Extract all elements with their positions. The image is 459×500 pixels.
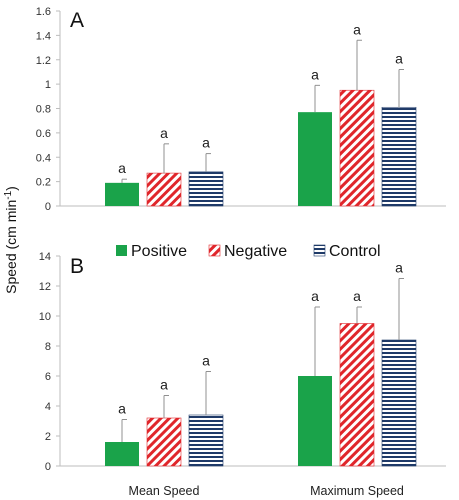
panel-a-bar-positive-mean-speed — [105, 182, 139, 206]
panel-b-significance-label: a — [353, 288, 361, 304]
y-axis-label-main: Speed (cm min — [3, 200, 19, 294]
panel-b-y-tick-label: 12 — [39, 281, 51, 293]
panel-b-y-tick-label: 6 — [45, 371, 51, 383]
panel-b-y-tick-label: 0 — [45, 461, 51, 473]
panel-a-significance-label: a — [395, 51, 403, 67]
panel-a-bar-positive-maximum-speed — [298, 112, 332, 206]
panel-b-significance-label: a — [311, 288, 319, 304]
panel-b-y-tick-label: 4 — [45, 401, 51, 413]
panel-a-significance-label: a — [118, 160, 126, 176]
panel-b-significance-label: a — [202, 353, 210, 369]
panel-a-significance-label: a — [353, 21, 361, 37]
panel-b-significance-label: a — [118, 401, 126, 417]
panel-b-bar-positive-mean-speed — [105, 442, 139, 466]
panel-a-label: A — [70, 9, 84, 32]
panel-a-y-tick-label: 1.6 — [36, 6, 51, 18]
panel-a-significance-label: a — [202, 135, 210, 151]
y-axis-label-sup: -1 — [3, 190, 14, 199]
legend: Positive Negative Control — [116, 243, 381, 260]
panel-a-bar-control-mean-speed — [188, 171, 224, 207]
panel-b-y-tick-label: 8 — [45, 341, 51, 353]
panel-b-significance-label: a — [395, 260, 403, 276]
legend-label-control: Control — [329, 243, 381, 260]
legend-label-negative: Negative — [224, 243, 287, 260]
panel-b-y-tick-label: 14 — [39, 251, 51, 263]
panel-b-bar-positive-maximum-speed — [298, 376, 332, 466]
legend-swatch-positive — [116, 245, 127, 256]
y-axis-label: Speed (cm min-1) — [3, 186, 20, 294]
panel-a-bar-control-maximum-speed — [381, 106, 417, 207]
panel-b-significance-label: a — [160, 377, 168, 393]
y-axis-label-close: ) — [3, 186, 19, 191]
legend-swatch-negative — [208, 244, 221, 257]
x-category-label-maximum-speed: Maximum Speed — [310, 484, 404, 498]
legend-swatch-control — [313, 244, 326, 257]
panel-a-y-tick-label: 0.4 — [36, 152, 51, 164]
panel-a-chart: 0 0.2 0.4 0.6 0.8 1 1.2 1.4 1.6 a a a a a a — [36, 6, 446, 213]
panel-a-significance-label: a — [311, 66, 319, 82]
panel-a-y-tick-label: 1 — [45, 79, 51, 91]
panel-a-y-tick-label: 0.2 — [36, 177, 51, 189]
panel-b-bar-negative-maximum-speed — [339, 323, 375, 467]
panel-a-bar-negative-maximum-speed — [339, 89, 375, 207]
panel-b-chart: 0 2 4 6 8 10 12 14 a a a Mean Speed a a a Maximum Speed — [39, 251, 446, 498]
panel-a-significance-label: a — [160, 125, 168, 141]
panel-a-y-tick-label: 0 — [45, 201, 51, 213]
panel-a-y-tick-label: 1.4 — [36, 30, 51, 42]
panel-b-y-tick-label: 10 — [39, 311, 51, 323]
panel-b-label: B — [70, 255, 84, 278]
panel-b-bar-control-mean-speed — [188, 414, 224, 467]
panel-a-y-tick-label: 0.8 — [36, 104, 51, 116]
panel-a-y-tick-label: 0.6 — [36, 128, 51, 140]
panel-a-bar-negative-mean-speed — [146, 172, 182, 207]
panel-a-y-tick-label: 1.2 — [36, 55, 51, 67]
x-category-label-mean-speed: Mean Speed — [129, 484, 200, 498]
panel-b-y-tick-label: 2 — [45, 431, 51, 443]
legend-label-positive: Positive — [131, 243, 187, 260]
panel-b-bar-negative-mean-speed — [146, 417, 182, 467]
panel-b-bar-control-maximum-speed — [381, 339, 417, 467]
